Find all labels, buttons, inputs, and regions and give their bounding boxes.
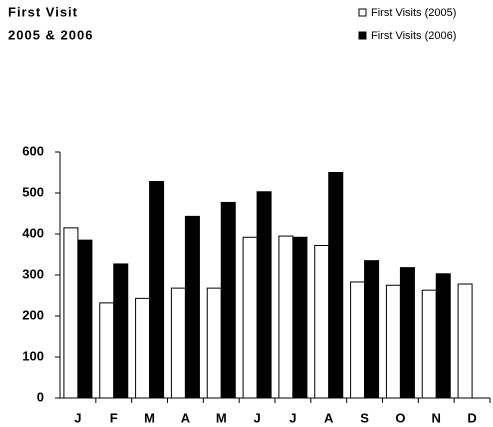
x-tick-label: S (360, 410, 369, 425)
bar (242, 236, 258, 399)
legend-swatch (358, 8, 367, 17)
bar (399, 267, 415, 399)
bar (220, 201, 236, 399)
chart-title: First Visit (8, 4, 78, 19)
x-tick-label: D (467, 410, 476, 425)
legend-label: First Visits (2006) (371, 30, 456, 42)
bar (278, 235, 294, 399)
bar (421, 289, 437, 399)
y-tick-label: 200 (22, 307, 44, 322)
legend-swatch (358, 31, 367, 40)
bar (385, 284, 401, 399)
x-tick-label: J (289, 410, 296, 425)
bar (457, 283, 473, 399)
x-tick-label: N (432, 410, 441, 425)
legend-label: First Visits (2005) (371, 7, 456, 19)
y-tick-label: 0 (37, 389, 44, 404)
x-tick-label: M (216, 410, 227, 425)
bar (350, 281, 366, 399)
bar (149, 181, 165, 399)
bar (364, 260, 380, 399)
chart-subtitle: 2005 & 2006 (8, 27, 93, 42)
bar (292, 236, 308, 399)
x-tick-label: F (110, 410, 118, 425)
bar (184, 215, 200, 399)
bar (113, 263, 129, 399)
bar (206, 287, 222, 399)
bar (135, 297, 151, 399)
y-tick-label: 400 (22, 225, 44, 240)
bar (99, 302, 115, 399)
bar (63, 227, 79, 399)
y-tick-label: 100 (22, 348, 44, 363)
bar (256, 191, 272, 399)
bar (435, 273, 451, 399)
y-tick-label: 500 (22, 184, 44, 199)
y-tick-label: 600 (22, 143, 44, 158)
x-tick-label: A (324, 410, 334, 425)
bar (314, 244, 330, 399)
x-tick-label: J (253, 410, 260, 425)
x-tick-label: A (181, 410, 191, 425)
x-tick-label: J (74, 410, 81, 425)
y-tick-label: 300 (22, 266, 44, 281)
bar (77, 239, 93, 399)
bar (170, 287, 186, 399)
x-tick-label: M (144, 410, 155, 425)
bar (328, 172, 344, 399)
x-tick-label: O (395, 410, 405, 425)
